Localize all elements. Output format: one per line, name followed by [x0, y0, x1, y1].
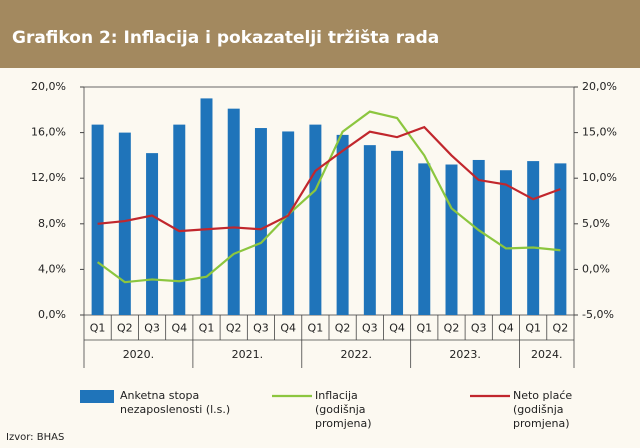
bar [200, 98, 213, 316]
y2-tick-label: 10,0% [582, 171, 617, 184]
header [0, 0, 640, 68]
x-tick-label: Q4 [280, 322, 296, 335]
y-tick-label: 8,0% [38, 217, 66, 230]
bar [282, 131, 295, 315]
x-tick-label: Q2 [335, 322, 351, 335]
x-tick-label: Q1 [90, 322, 106, 335]
x-tick-label: Q2 [117, 322, 133, 335]
legend-label: Anketna stopa nezaposlenosti (l.s.) [120, 389, 231, 416]
x-tick-label: Q1 [199, 322, 215, 335]
y2-tick-label: 5,0% [582, 217, 610, 230]
y-tick-label: 4,0% [38, 262, 66, 275]
x-tick-label: Q1 [308, 322, 324, 335]
bar [391, 150, 404, 315]
line [96, 110, 561, 284]
x-group-label: 2021. [232, 348, 264, 361]
y2-tick-label: 20,0% [582, 80, 617, 93]
y-tick-label: 20,0% [31, 80, 66, 93]
x-tick-label: Q1 [416, 322, 432, 335]
y-tick-label: 12,0% [31, 171, 66, 184]
x-tick-label: Q3 [362, 322, 378, 335]
bar [499, 170, 512, 315]
x-tick-label: Q2 [226, 322, 242, 335]
x-tick-label: Q4 [498, 322, 514, 335]
bar [118, 132, 131, 315]
bar [445, 164, 458, 315]
source: Izvor: BHAS [6, 432, 65, 443]
x-group-label: 2020. [123, 348, 155, 361]
bar [254, 128, 267, 315]
y2-tick-label: 15,0% [582, 126, 617, 139]
bar [527, 161, 540, 315]
x-tick-label: Q4 [389, 322, 405, 335]
bar [91, 124, 104, 316]
bar [146, 153, 159, 315]
legend-label: Inflacija (godišnja promjena) [315, 389, 372, 430]
y2-tick-label: -5,0% [582, 308, 614, 321]
bar [336, 134, 349, 315]
bar [554, 163, 567, 315]
bar [418, 163, 431, 315]
bar [472, 159, 485, 315]
x-tick-label: Q3 [471, 322, 487, 335]
bar [227, 108, 240, 315]
bar [173, 124, 186, 316]
legend-label: Neto plaće (godišnja promjena) [513, 389, 573, 430]
x-tick-label: Q4 [171, 322, 187, 335]
y2-tick-label: 0,0% [582, 262, 610, 275]
y-tick-label: 16,0% [31, 126, 66, 139]
x-tick-label: Q1 [525, 322, 541, 335]
x-tick-label: Q2 [444, 322, 460, 335]
legend-swatch [80, 390, 114, 403]
x-tick-label: Q3 [253, 322, 269, 335]
bar [309, 124, 322, 316]
y-tick-label: 0,0% [38, 308, 66, 321]
line [97, 125, 561, 233]
x-group-label: 2023. [449, 348, 481, 361]
x-tick-label: Q2 [553, 322, 569, 335]
chart-title: Grafikon 2: Inflacija i pokazatelji trži… [12, 28, 440, 48]
bar [363, 145, 376, 315]
x-group-label: 2022. [340, 348, 372, 361]
x-group-label: 2024. [531, 348, 563, 361]
x-tick-label: Q3 [144, 322, 160, 335]
